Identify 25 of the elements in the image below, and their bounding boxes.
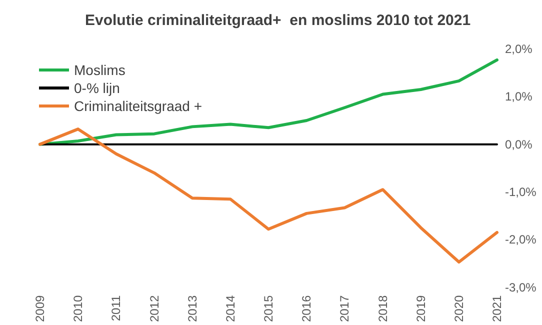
x-tick-label: 2009 [33,294,47,322]
y-tick-label: 2,0% [505,42,533,56]
x-tick-label: 2013 [185,294,200,322]
x-tick-label: 2019 [414,294,428,322]
y-tick-label: -3,0% [505,280,537,294]
y-tick-label: -1,0% [505,184,537,199]
x-tick-label: 2014 [223,294,238,322]
x-tick-label: 2021 [490,294,504,322]
x-tick-label: 2017 [338,294,352,322]
y-tick-label: -2,0% [505,232,537,247]
legend-label: 0-% lijn [74,80,120,96]
line-series [38,58,498,146]
line-series [38,128,498,264]
y-tick-label: 1,0% [505,90,533,104]
x-tick-label: 2010 [71,294,86,322]
chart-title: Evolutie criminaliteitgraad+ en moslims 2010 tot 2021 [85,12,471,29]
x-tick-label: 2015 [262,294,276,322]
x-tick-label: 2018 [376,294,390,322]
x-tick-label: 2020 [452,294,466,322]
legend-label: Moslims [74,62,126,78]
x-tick-label: 2011 [109,294,124,322]
x-tick-label: 2012 [147,294,162,322]
x-tick-label: 2016 [300,294,314,322]
legend-label: Criminaliteitsgraad + [74,98,202,114]
y-tick-label: 0,0% [505,137,533,152]
